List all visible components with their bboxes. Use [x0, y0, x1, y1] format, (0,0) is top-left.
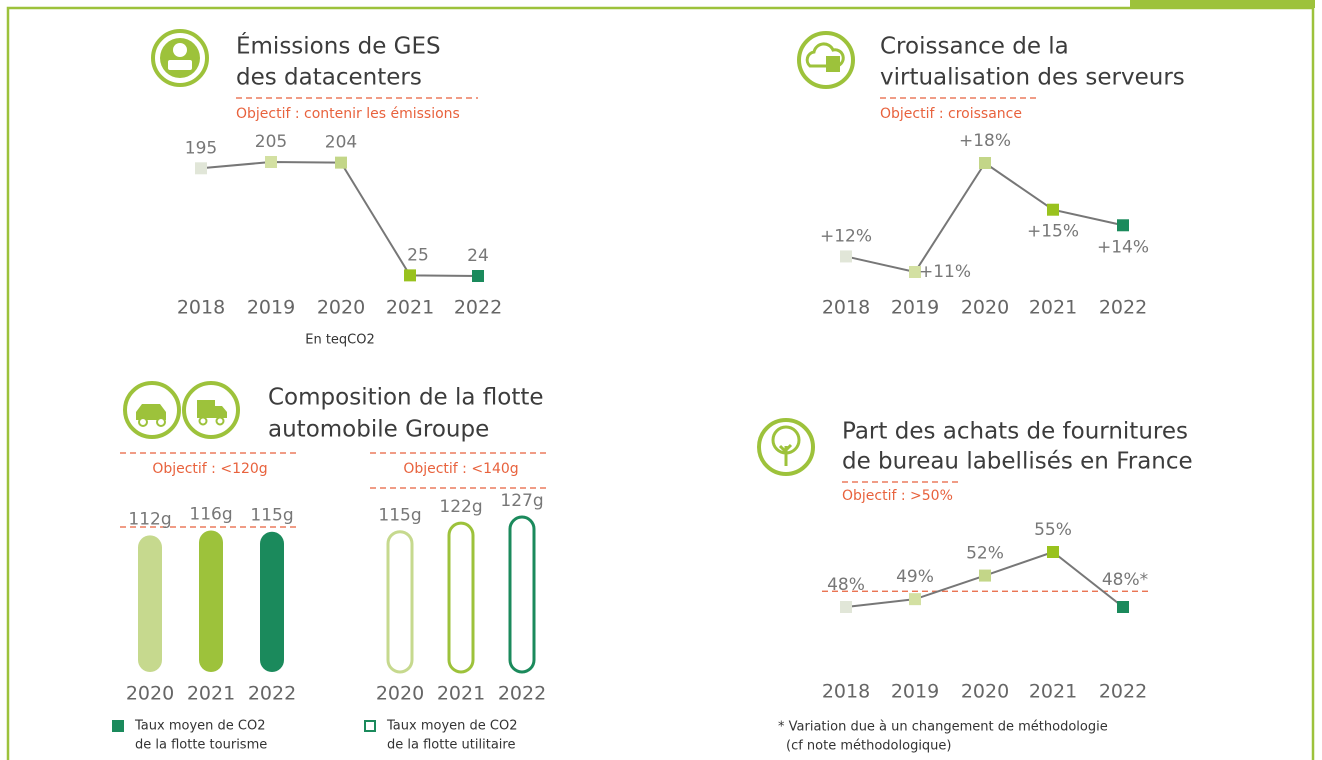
value-label: 115g — [378, 506, 421, 526]
x-tick-label: 2019 — [891, 681, 939, 703]
value-label: 127g — [500, 491, 543, 511]
note: (cf note méthodologique) — [786, 739, 952, 754]
value-label: 112g — [128, 509, 171, 529]
x-tick-label: 2018 — [822, 681, 870, 703]
value-label: 116g — [189, 504, 232, 524]
icon-tree — [757, 418, 815, 476]
point — [979, 569, 991, 582]
line — [200, 160, 479, 277]
value-label: 55% — [1034, 520, 1072, 540]
objective-rules — [120, 97, 1040, 528]
point — [1047, 546, 1059, 558]
point — [1117, 601, 1129, 613]
icon-cloud-server — [797, 31, 855, 89]
value-label: 25 — [407, 245, 429, 265]
chart-title: virtualisation des serveurs — [880, 65, 1185, 91]
objective: Objectif : croissance — [880, 106, 1022, 122]
bar — [386, 530, 414, 674]
x-tick-label: 2022 — [248, 683, 296, 705]
value-label: +11% — [919, 262, 971, 282]
x-tick-label: 2021 — [437, 683, 485, 705]
point — [1117, 219, 1129, 232]
point — [335, 156, 347, 169]
chart-title: Émissions de GES — [236, 32, 441, 60]
legend-label: Taux moyen de CO2 — [134, 719, 265, 734]
chart-title: Part des achats de fournitures — [842, 419, 1188, 445]
x-tick-label: 2019 — [891, 297, 939, 319]
legend-label: de la flotte tourisme — [135, 738, 267, 753]
x-tick-label: 2020 — [961, 681, 1009, 703]
value-label: 24 — [467, 246, 489, 266]
point — [979, 157, 991, 169]
x-tick-label: 2018 — [822, 297, 870, 319]
bar — [199, 530, 223, 672]
x-tick-label: 2021 — [187, 683, 235, 705]
value-label: +15% — [1027, 222, 1079, 242]
legend-label: de la flotte utilitaire — [387, 738, 515, 753]
x-tick-label: 2020 — [126, 683, 174, 705]
frame — [6, 6, 1315, 760]
x-tick-label: 2021 — [386, 297, 434, 319]
objective: Objectif : >50% — [842, 488, 953, 504]
bar — [260, 531, 284, 672]
note: * Variation due à un changement de métho… — [778, 720, 1108, 735]
value-label: 205 — [255, 132, 287, 152]
x-tick-label: 2022 — [454, 297, 502, 319]
icon-car — [123, 381, 181, 439]
objective: Objectif : <140g — [403, 461, 518, 477]
bar — [138, 535, 162, 672]
icon-truck — [182, 381, 240, 439]
chart-title: de bureau labellisés en France — [842, 449, 1193, 475]
value-label: +18% — [959, 131, 1011, 151]
icon-server-co2 — [151, 29, 209, 87]
value-label: 122g — [439, 497, 482, 517]
point — [840, 250, 852, 263]
value-label: 195 — [185, 138, 217, 158]
chart-title: automobile Groupe — [268, 417, 489, 443]
x-tick-label: 2022 — [498, 683, 546, 705]
value-label: 48% — [827, 575, 865, 595]
value-label: 115g — [250, 506, 293, 526]
x-tick-label: 2022 — [1099, 297, 1147, 319]
x-tick-label: 2020 — [317, 297, 365, 319]
value-label: 204 — [325, 133, 357, 153]
point — [909, 266, 921, 278]
legend-swatch — [364, 720, 376, 732]
legend-label: Taux moyen de CO2 — [386, 719, 517, 734]
bar — [508, 515, 536, 674]
point — [840, 601, 852, 613]
x-tick-label: 2022 — [1099, 681, 1147, 703]
chart-title: Croissance de la — [880, 34, 1069, 60]
bar — [447, 521, 475, 674]
value-label: +14% — [1097, 237, 1149, 257]
tab — [1130, 0, 1315, 8]
note: En teqCO2 — [305, 333, 375, 348]
x-tick-label: 2019 — [247, 297, 295, 319]
x-tick-label: 2021 — [1029, 297, 1077, 319]
chart-title: Composition de la flotte — [268, 385, 544, 411]
x-tick-label: 2021 — [1029, 681, 1077, 703]
point — [404, 269, 416, 282]
objective: Objectif : <120g — [152, 461, 267, 477]
value-label: 49% — [896, 567, 934, 587]
legend-swatch — [112, 720, 124, 732]
x-tick-label: 2020 — [376, 683, 424, 705]
point — [265, 156, 277, 168]
point — [195, 162, 207, 175]
value-label: +12% — [820, 226, 872, 246]
value-label: 48%* — [1102, 570, 1148, 590]
objective: Objectif : contenir les émissions — [236, 106, 460, 122]
point — [472, 270, 484, 282]
chart-title: des datacenters — [236, 65, 422, 91]
x-tick-label: 2018 — [177, 297, 225, 319]
point — [909, 593, 921, 606]
point — [1047, 203, 1059, 216]
value-label: 52% — [966, 544, 1004, 564]
line — [845, 161, 1124, 274]
x-tick-label: 2020 — [961, 297, 1009, 319]
